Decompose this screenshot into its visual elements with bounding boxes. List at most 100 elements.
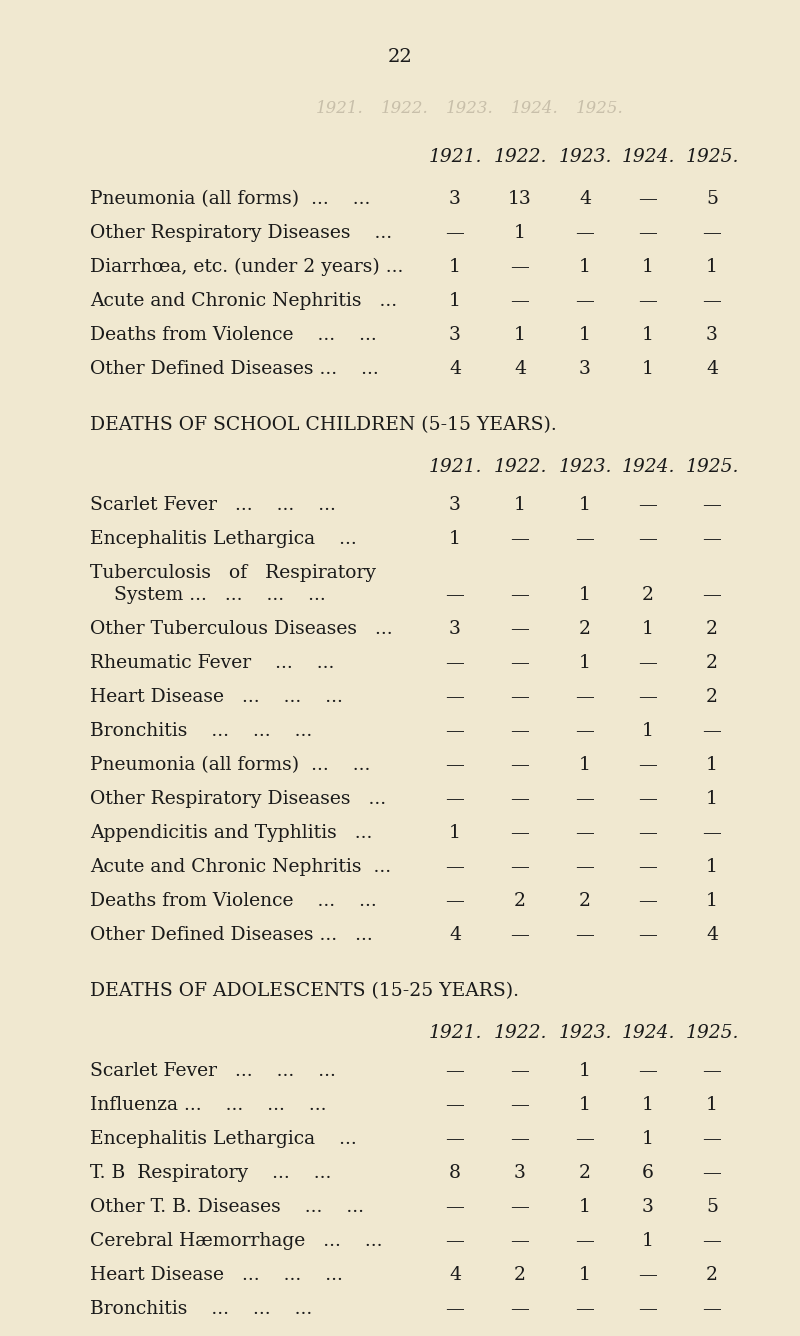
Text: 4: 4 <box>706 926 718 945</box>
Text: 1: 1 <box>642 620 654 639</box>
Text: —: — <box>510 824 530 842</box>
Text: —: — <box>446 858 465 876</box>
Text: Bronchitis    ...    ...    ...: Bronchitis ... ... ... <box>90 1300 312 1319</box>
Text: 1923.: 1923. <box>446 100 494 118</box>
Text: —: — <box>638 293 658 310</box>
Text: —: — <box>575 858 594 876</box>
Text: —: — <box>702 1130 722 1148</box>
Text: —: — <box>638 1267 658 1284</box>
Text: Heart Disease   ...    ...    ...: Heart Disease ... ... ... <box>90 688 343 705</box>
Text: —: — <box>446 1232 465 1250</box>
Text: 1921.: 1921. <box>428 458 482 476</box>
Text: —: — <box>638 496 658 514</box>
Text: DEATHS OF SCHOOL CHILDREN (5-15 YEARS).: DEATHS OF SCHOOL CHILDREN (5-15 YEARS). <box>90 415 557 434</box>
Text: 1924.: 1924. <box>622 458 674 476</box>
Text: —: — <box>702 530 722 548</box>
Text: 4: 4 <box>706 359 718 378</box>
Text: —: — <box>638 530 658 548</box>
Text: 1921.: 1921. <box>428 1023 482 1042</box>
Text: —: — <box>575 688 594 705</box>
Text: —: — <box>446 790 465 808</box>
Text: 1921.: 1921. <box>428 148 482 166</box>
Text: —: — <box>446 756 465 774</box>
Text: —: — <box>510 587 530 604</box>
Text: 3: 3 <box>449 620 461 639</box>
Text: DEATHS OF ADOLESCENTS (15-25 YEARS).: DEATHS OF ADOLESCENTS (15-25 YEARS). <box>90 982 519 1001</box>
Text: Tuberculosis   of   Respiratory: Tuberculosis of Respiratory <box>90 564 376 582</box>
Text: 1: 1 <box>579 326 591 343</box>
Text: 1: 1 <box>579 756 591 774</box>
Text: 5: 5 <box>706 190 718 208</box>
Text: —: — <box>510 293 530 310</box>
Text: 1923.: 1923. <box>558 458 612 476</box>
Text: 2: 2 <box>579 620 591 639</box>
Text: 3: 3 <box>514 1164 526 1182</box>
Text: 3: 3 <box>449 496 461 514</box>
Text: 22: 22 <box>388 48 412 65</box>
Text: —: — <box>446 224 465 242</box>
Text: —: — <box>575 721 594 740</box>
Text: 1: 1 <box>642 1096 654 1114</box>
Text: —: — <box>575 824 594 842</box>
Text: —: — <box>638 926 658 945</box>
Text: 8: 8 <box>449 1164 461 1182</box>
Text: Encephalitis Lethargica    ...: Encephalitis Lethargica ... <box>90 1130 357 1148</box>
Text: Scarlet Fever   ...    ...    ...: Scarlet Fever ... ... ... <box>90 1062 336 1079</box>
Text: —: — <box>702 1300 722 1319</box>
Text: 1923.: 1923. <box>558 1023 612 1042</box>
Text: —: — <box>702 1164 722 1182</box>
Text: Acute and Chronic Nephritis  ...: Acute and Chronic Nephritis ... <box>90 858 391 876</box>
Text: —: — <box>638 1062 658 1079</box>
Text: 1925.: 1925. <box>686 1023 738 1042</box>
Text: 1: 1 <box>706 1096 718 1114</box>
Text: Scarlet Fever   ...    ...    ...: Scarlet Fever ... ... ... <box>90 496 336 514</box>
Text: 3: 3 <box>449 190 461 208</box>
Text: 1: 1 <box>579 496 591 514</box>
Text: —: — <box>510 1300 530 1319</box>
Text: —: — <box>702 824 722 842</box>
Text: —: — <box>446 721 465 740</box>
Text: 2: 2 <box>514 892 526 910</box>
Text: 2: 2 <box>642 587 654 604</box>
Text: Other T. B. Diseases    ...    ...: Other T. B. Diseases ... ... <box>90 1198 364 1216</box>
Text: Deaths from Violence    ...    ...: Deaths from Violence ... ... <box>90 892 377 910</box>
Text: —: — <box>702 587 722 604</box>
Text: —: — <box>638 655 658 672</box>
Text: 1925.: 1925. <box>576 100 624 118</box>
Text: —: — <box>702 496 722 514</box>
Text: —: — <box>510 258 530 277</box>
Text: 1924.: 1924. <box>622 148 674 166</box>
Text: 1: 1 <box>642 326 654 343</box>
Text: 3: 3 <box>579 359 591 378</box>
Text: —: — <box>510 530 530 548</box>
Text: 1: 1 <box>579 1267 591 1284</box>
Text: —: — <box>510 1232 530 1250</box>
Text: —: — <box>575 1232 594 1250</box>
Text: 1: 1 <box>642 258 654 277</box>
Text: —: — <box>575 926 594 945</box>
Text: —: — <box>510 688 530 705</box>
Text: —: — <box>638 756 658 774</box>
Text: —: — <box>510 926 530 945</box>
Text: Other Tuberculous Diseases   ...: Other Tuberculous Diseases ... <box>90 620 393 639</box>
Text: —: — <box>510 790 530 808</box>
Text: —: — <box>638 790 658 808</box>
Text: 4: 4 <box>449 359 461 378</box>
Text: —: — <box>702 293 722 310</box>
Text: 1921.: 1921. <box>316 100 364 118</box>
Text: 2: 2 <box>579 1164 591 1182</box>
Text: —: — <box>638 824 658 842</box>
Text: —: — <box>575 293 594 310</box>
Text: 1922.: 1922. <box>494 1023 546 1042</box>
Text: Heart Disease   ...    ...    ...: Heart Disease ... ... ... <box>90 1267 343 1284</box>
Text: Deaths from Violence    ...    ...: Deaths from Violence ... ... <box>90 326 377 343</box>
Text: —: — <box>446 1300 465 1319</box>
Text: 13: 13 <box>508 190 532 208</box>
Text: —: — <box>510 858 530 876</box>
Text: —: — <box>638 858 658 876</box>
Text: 3: 3 <box>706 326 718 343</box>
Text: 1: 1 <box>706 258 718 277</box>
Text: —: — <box>638 892 658 910</box>
Text: —: — <box>510 721 530 740</box>
Text: Pneumonia (all forms)  ...    ...: Pneumonia (all forms) ... ... <box>90 756 370 774</box>
